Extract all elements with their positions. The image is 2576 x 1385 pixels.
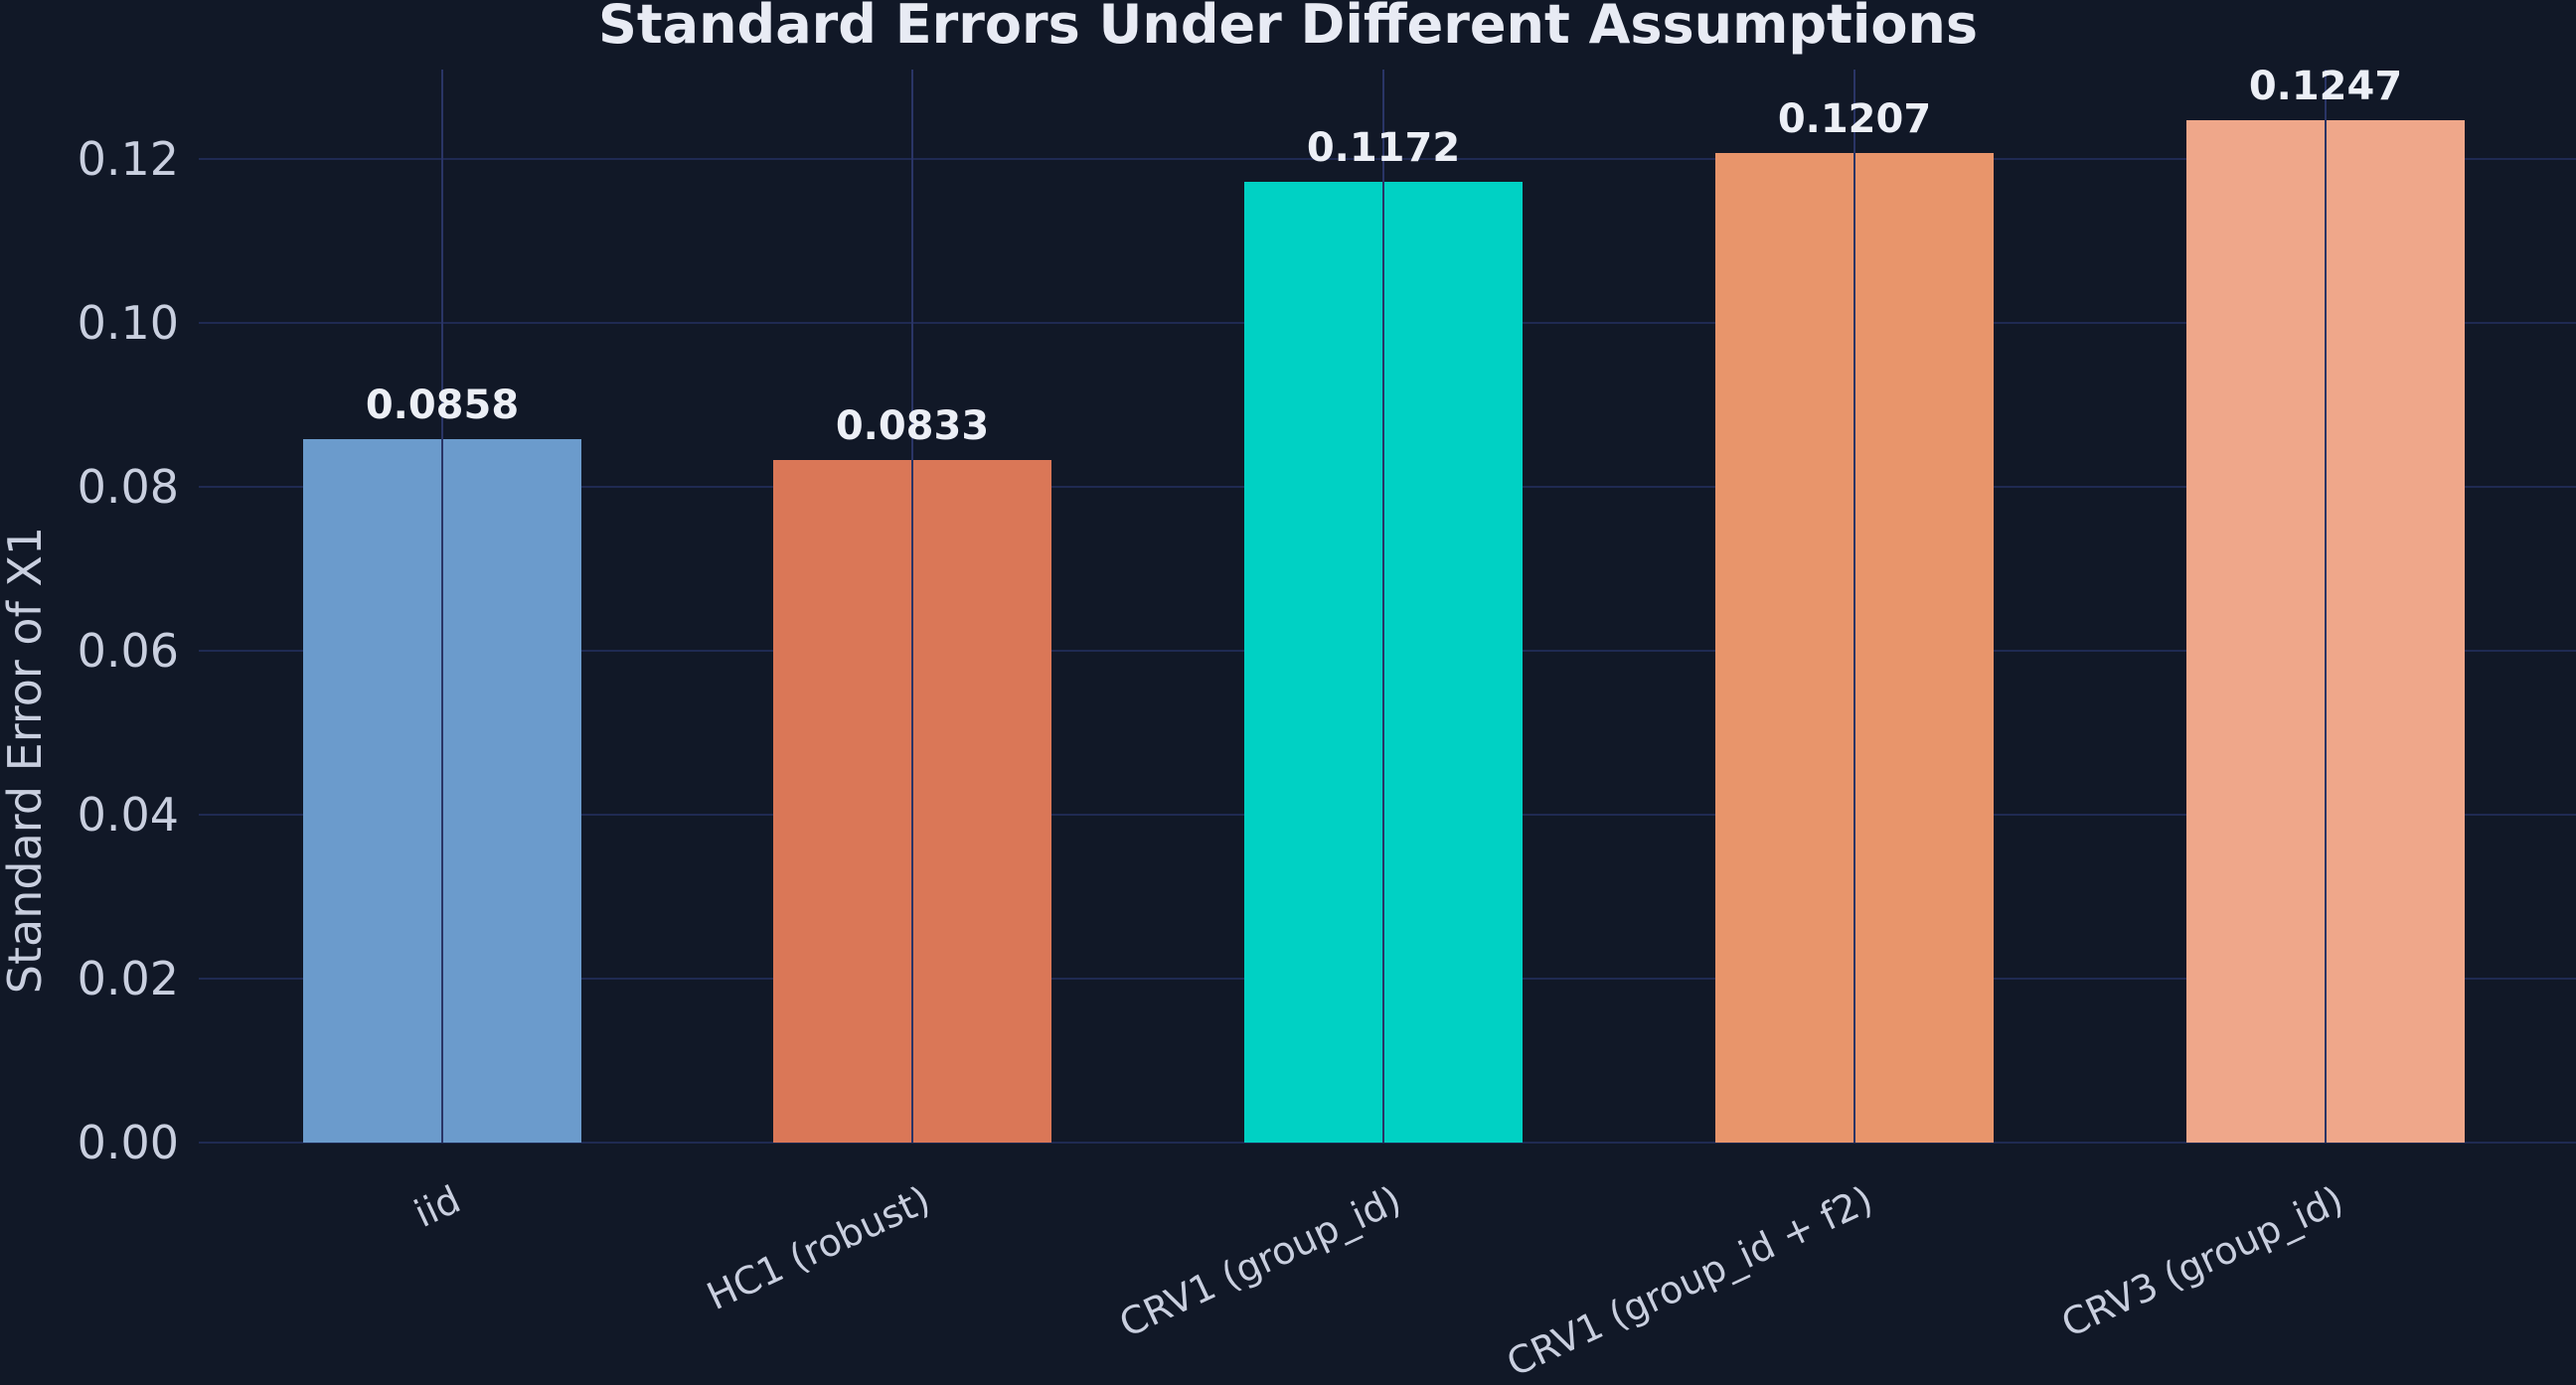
y-tick-label: 0.00 — [77, 1116, 179, 1169]
x-tick-label: CRV1 (group_id) — [1112, 1177, 1408, 1346]
y-tick-label: 0.12 — [77, 132, 179, 186]
bar-value-label: 0.1207 — [1777, 96, 1932, 143]
chart-title: Standard Errors Under Different Assumpti… — [597, 0, 1979, 56]
v-gridline — [441, 70, 443, 1143]
y-tick-label: 0.10 — [77, 296, 179, 350]
v-gridline — [911, 70, 913, 1143]
y-tick-label: 0.06 — [77, 624, 179, 678]
plot-area: 0.0858 0.0833 0.1172 0.1207 0.1247 — [199, 65, 2576, 1144]
v-gridline — [2325, 70, 2327, 1143]
x-tick-label: HC1 (robust) — [700, 1177, 937, 1319]
v-gridline — [1382, 70, 1384, 1143]
bar-value-label: 0.1172 — [1306, 125, 1461, 172]
bar-value-label: 0.0833 — [835, 402, 990, 449]
x-tick-label: iid — [407, 1177, 467, 1237]
y-tick-label: 0.04 — [77, 788, 179, 842]
h-gridline — [199, 158, 2576, 160]
x-tick-label: CRV1 (group_id + f2) — [1500, 1177, 1879, 1385]
y-tick-label: 0.02 — [77, 952, 179, 1005]
bar-value-label: 0.1247 — [2248, 64, 2403, 110]
bar-value-label: 0.0858 — [365, 383, 520, 429]
h-gridline — [199, 1142, 2576, 1144]
v-gridline — [1853, 70, 1855, 1143]
y-tick-label: 0.08 — [77, 460, 179, 514]
x-tick-label: CRV3 (group_id) — [2054, 1177, 2350, 1346]
